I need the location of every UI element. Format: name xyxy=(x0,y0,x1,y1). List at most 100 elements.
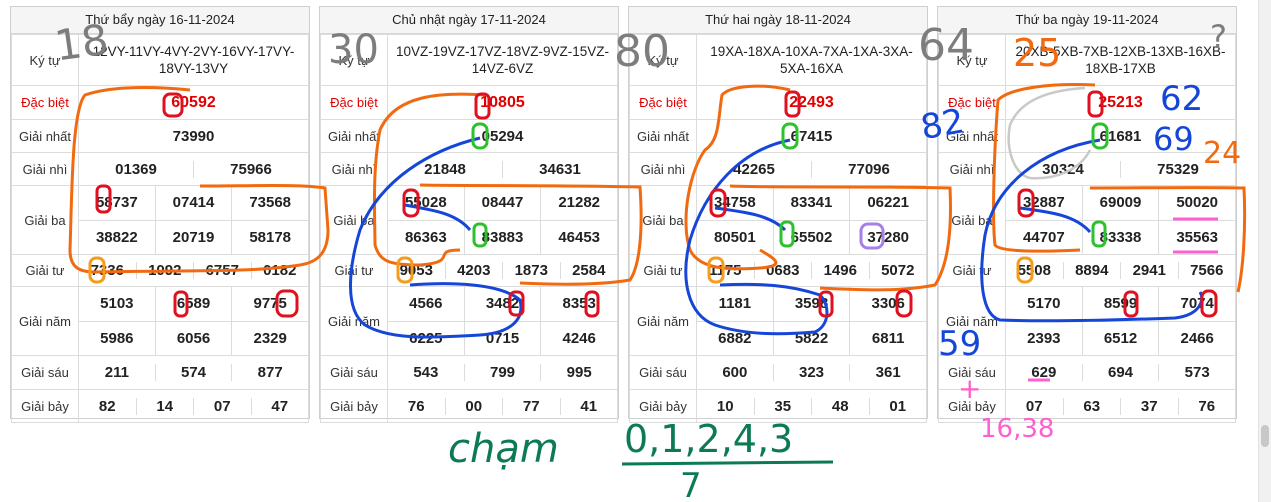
nam-value: 7074 xyxy=(1180,295,1214,313)
date-header: Thứ hai ngày 18-11-2024 xyxy=(629,7,927,34)
giai-nam-label: Giải năm xyxy=(320,286,388,356)
giai-sau-label: Giải sáu xyxy=(11,355,79,390)
bay-value: 76 xyxy=(389,397,446,415)
giai-nam-label: Giải năm xyxy=(938,286,1006,356)
tu-value: 6757 xyxy=(194,262,252,279)
bay-value: 10 xyxy=(698,397,755,415)
bay-value: 41 xyxy=(580,397,598,415)
bay-value: 63 xyxy=(1064,397,1121,415)
ky-tu-value: 10VZ-19VZ-17VZ-18VZ-9VZ-15VZ-14VZ-6VZ xyxy=(387,34,618,86)
ba-value: 20719 xyxy=(156,220,233,254)
nhi-value: 30324 xyxy=(1007,160,1121,178)
ba-value: 86363 xyxy=(389,220,465,254)
bay-value: 14 xyxy=(137,397,194,415)
ba-value: 35563 xyxy=(1176,228,1219,246)
nhi-value: 01369 xyxy=(80,160,194,178)
ba-value: 37280 xyxy=(867,228,910,246)
date-header: Thứ bẩy ngày 16-11-2024 xyxy=(11,7,309,34)
dac-biet-label: Đặc biệt xyxy=(320,85,388,120)
nam-value: 8353 xyxy=(562,295,596,313)
result-card-0: Thứ bẩy ngày 16-11-2024 Ký tự 12VY-11VY-… xyxy=(10,6,310,423)
tu-value: 1873 xyxy=(503,262,561,279)
ba-value: 06221 xyxy=(867,194,910,212)
ba-value: 65502 xyxy=(774,220,851,254)
dac-biet-value: 10805 xyxy=(387,85,618,120)
giai-ba-label: Giải ba xyxy=(938,185,1006,255)
ba-value: 83338 xyxy=(1083,220,1160,254)
ky-tu-label: Ký tự xyxy=(938,34,1006,86)
ba-value: 38822 xyxy=(80,220,156,254)
nam-value: 0715 xyxy=(465,321,542,355)
nam-value: 6589 xyxy=(156,287,233,321)
ba-value: 80501 xyxy=(698,220,774,254)
tu-value: 1496 xyxy=(812,262,870,279)
giai-nam-label: Giải năm xyxy=(629,286,697,356)
nam-value: 4246 xyxy=(562,329,596,347)
ba-value: 34758 xyxy=(698,186,774,220)
nhi-value: 75329 xyxy=(1157,160,1199,178)
results-table: Ký tự 19XA-18XA-10XA-7XA-1XA-3XA-5XA-16X… xyxy=(629,34,927,423)
dac-biet-value: 25213 xyxy=(1005,85,1236,120)
tu-value: 0182 xyxy=(263,262,297,279)
nhi-value: 21848 xyxy=(389,160,503,178)
sau-value: 211 xyxy=(80,364,156,381)
sau-value: 600 xyxy=(698,364,774,381)
dac-biet-value: 22493 xyxy=(696,85,927,120)
nam-value: 2329 xyxy=(253,329,287,347)
bay-value: 00 xyxy=(446,397,503,415)
giai-nhat-value: 05294 xyxy=(387,119,618,153)
giai-sau-label: Giải sáu xyxy=(320,355,388,390)
ky-tu-value: 19XA-18XA-10XA-7XA-1XA-3XA-5XA-16XA xyxy=(696,34,927,86)
nam-value: 6882 xyxy=(698,321,774,355)
scrollbar-thumb[interactable] xyxy=(1261,425,1269,447)
ba-value: 83341 xyxy=(774,186,851,220)
bay-value: 47 xyxy=(271,397,289,415)
nhi-value: 34631 xyxy=(539,160,581,178)
nam-value: 4566 xyxy=(389,287,465,321)
bay-value: 76 xyxy=(1198,397,1216,415)
nam-value: 2393 xyxy=(1007,321,1083,355)
tu-value: 2584 xyxy=(572,262,606,279)
ba-value: 08447 xyxy=(465,186,542,220)
nam-value: 1181 xyxy=(698,287,774,321)
vertical-scrollbar[interactable] xyxy=(1258,0,1271,502)
sau-value: 995 xyxy=(566,364,592,381)
sau-value: 629 xyxy=(1007,364,1083,381)
nam-value: 6225 xyxy=(389,321,465,355)
tu-value: 2941 xyxy=(1121,262,1179,279)
bay-value: 82 xyxy=(80,397,137,415)
bay-value: 48 xyxy=(812,397,870,415)
dac-biet-label: Đặc biệt xyxy=(938,85,1006,120)
ba-value: 55028 xyxy=(389,186,465,220)
ba-value: 69009 xyxy=(1083,186,1160,220)
tu-value: 8894 xyxy=(1064,262,1121,279)
giai-sau-label: Giải sáu xyxy=(629,355,697,390)
tu-value: 1175 xyxy=(698,262,755,279)
tu-value: 5072 xyxy=(881,262,915,279)
giai-bay-label: Giải bảy xyxy=(938,389,1006,423)
sau-value: 574 xyxy=(156,364,233,381)
sau-value: 361 xyxy=(875,364,901,381)
result-card-2: Thứ hai ngày 18-11-2024 Ký tự 19XA-18XA-… xyxy=(628,6,928,423)
sau-value: 877 xyxy=(257,364,283,381)
sau-value: 323 xyxy=(774,364,851,381)
nam-value: 3598 xyxy=(774,287,851,321)
nhi-value: 42265 xyxy=(698,160,812,178)
bay-value: 35 xyxy=(755,397,812,415)
ky-tu-label: Ký tự xyxy=(320,34,388,86)
giai-tu-label: Giải tư xyxy=(938,254,1006,287)
dac-biet-label: Đặc biệt xyxy=(11,85,79,120)
giai-tu-label: Giải tư xyxy=(11,254,79,287)
giai-nhat-label: Giải nhất xyxy=(11,119,79,153)
giai-nhi-label: Giải nhì xyxy=(938,152,1006,186)
bay-value: 01 xyxy=(889,397,907,415)
dac-biet-value: 60592 xyxy=(78,85,309,120)
results-table: Ký tự 20XB-5XB-7XB-12XB-13XB-16XB-18XB-1… xyxy=(938,34,1236,423)
ba-value: 50020 xyxy=(1176,194,1219,212)
giai-sau-label: Giải sáu xyxy=(938,355,1006,390)
ba-value: 73568 xyxy=(249,194,292,212)
giai-nhat-label: Giải nhất xyxy=(629,119,697,153)
nhi-value: 77096 xyxy=(848,160,890,178)
giai-tu-label: Giải tư xyxy=(629,254,697,287)
giai-nhat-value: 73990 xyxy=(78,119,309,153)
